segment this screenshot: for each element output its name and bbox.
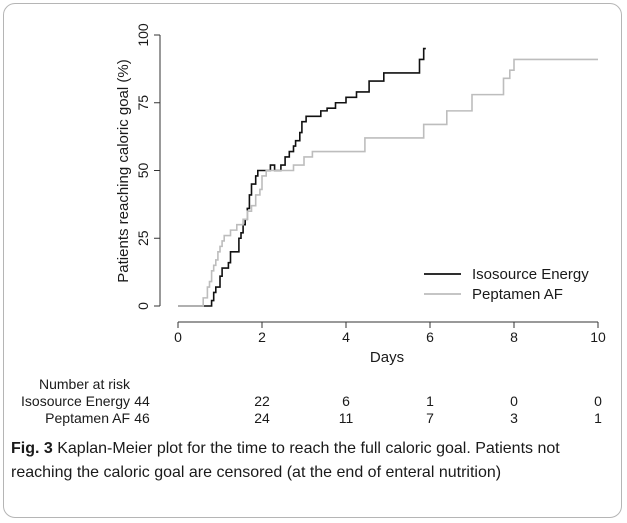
risk-table-title: Number at risk: [39, 376, 131, 392]
risk-count: 0: [510, 393, 518, 409]
y-axis: 0 25 50 75 100: [135, 23, 161, 310]
y-tick-label: 50: [135, 163, 151, 179]
x-axis-label: Days: [370, 349, 404, 366]
figure-frame: [3, 3, 622, 518]
series-layer: [178, 47, 598, 307]
risk-count: 24: [254, 410, 270, 426]
risk-count: 46: [134, 410, 150, 426]
series-line: [178, 58, 598, 307]
y-axis-label: Patients reaching caloric goal (%): [115, 59, 132, 282]
x-tick-label: 10: [590, 329, 606, 345]
risk-count: 1: [594, 410, 602, 426]
y-tick-label: 0: [135, 302, 151, 310]
risk-count: 11: [339, 410, 354, 426]
risk-count: 0: [594, 393, 602, 409]
x-tick-label: 6: [426, 329, 434, 345]
y-tick-label: 100: [135, 23, 151, 47]
legend: Isosource Energy Peptamen AF: [424, 266, 589, 303]
x-tick-label: 2: [258, 329, 266, 345]
risk-row-label: Peptamen AF: [45, 410, 130, 426]
legend-label: Isosource Energy: [472, 266, 589, 283]
risk-count: 44: [134, 393, 150, 409]
risk-row-label: Isosource Energy: [21, 393, 130, 409]
caption-label: Fig. 3: [11, 440, 53, 457]
caption-text: Kaplan-Meier plot for the time to reach …: [11, 440, 560, 481]
x-axis: 0 2 4 6 8 10: [174, 321, 606, 345]
risk-count: 6: [342, 393, 350, 409]
risk-count: 22: [254, 393, 270, 409]
y-tick-label: 75: [135, 95, 151, 111]
series-line: [178, 47, 426, 307]
risk-count: 1: [426, 393, 434, 409]
legend-label: Peptamen AF: [472, 286, 563, 303]
x-tick-label: 0: [174, 329, 182, 345]
figure-caption: Fig. 3 Kaplan-Meier plot for the time to…: [11, 437, 611, 485]
x-tick-label: 4: [342, 329, 350, 345]
risk-count: 3: [510, 410, 518, 426]
x-tick-label: 8: [510, 329, 518, 345]
y-tick-label: 25: [135, 230, 151, 246]
risk-count: 7: [426, 410, 434, 426]
